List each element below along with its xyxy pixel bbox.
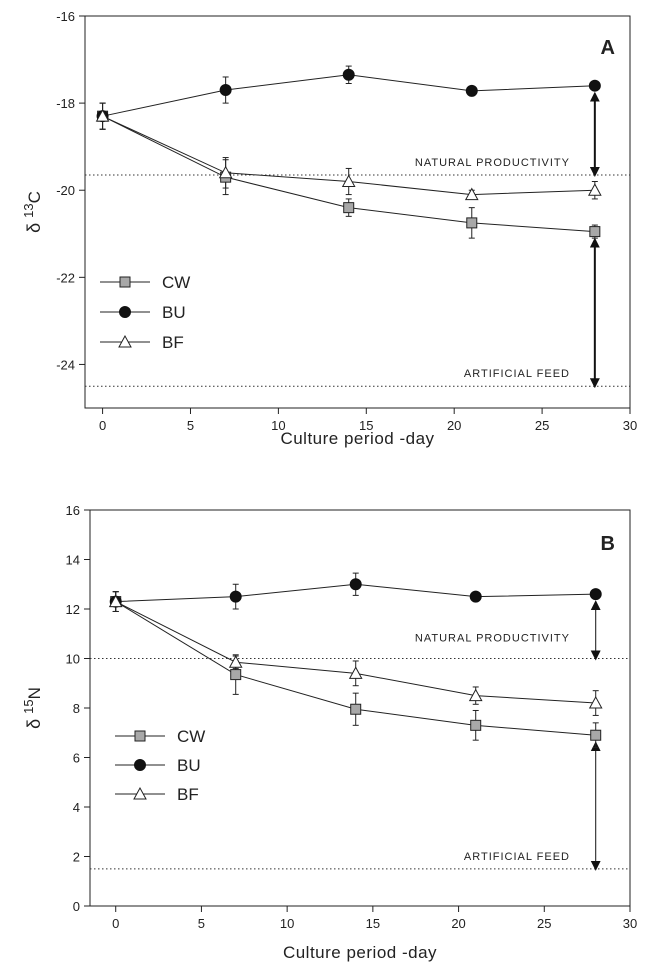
data-point-cw <box>590 729 602 741</box>
data-point-bu <box>219 84 232 97</box>
reference-line-label: ARTIFICIAL FEED <box>464 368 570 380</box>
legend-marker-bu <box>119 306 131 318</box>
plot-frame <box>84 15 631 409</box>
y-tick-label: -18 <box>56 96 75 111</box>
y-tick-label: 10 <box>66 652 80 667</box>
reference-line-label: NATURAL PRODUCTIVITY <box>415 157 570 169</box>
x-tick-label: 25 <box>537 916 551 931</box>
data-point-bf <box>468 688 483 702</box>
x-tick-label: 25 <box>535 418 549 433</box>
legend-marker-bf <box>118 334 132 348</box>
y-tick-label: 2 <box>73 850 80 865</box>
data-point-bf <box>341 174 356 188</box>
reference-line-label: NATURAL PRODUCTIVITY <box>415 633 570 645</box>
legend-label: BF <box>177 785 199 804</box>
data-point-bf <box>95 109 110 122</box>
legend-marker-cw <box>119 276 131 288</box>
legend-label: BU <box>162 303 186 322</box>
y-axis-label: δ 13C <box>21 191 44 233</box>
y-tick-label: -16 <box>56 9 75 24</box>
x-tick-label: 30 <box>623 916 637 931</box>
y-tick-label: 0 <box>73 899 80 914</box>
data-point-cw <box>350 703 362 715</box>
x-axis-label: Culture period -day <box>283 943 437 962</box>
y-tick-label: -22 <box>56 270 75 285</box>
data-point-bu <box>465 84 478 97</box>
data-point-bf <box>348 666 363 679</box>
x-tick-label: 10 <box>280 916 294 931</box>
data-point-bf <box>588 696 603 709</box>
x-tick-label: 5 <box>187 418 194 433</box>
data-point-bf <box>218 165 233 179</box>
legend-label: BU <box>177 756 201 775</box>
y-tick-label: -20 <box>56 183 75 198</box>
y-tick-label: -24 <box>56 357 75 372</box>
legend-marker-cw <box>134 730 146 742</box>
panel-label: B <box>601 533 615 555</box>
panel-label: A <box>601 37 615 59</box>
x-tick-label: 0 <box>99 418 106 433</box>
data-point-bu <box>588 79 601 92</box>
x-tick-label: 5 <box>198 916 205 931</box>
x-axis-label: Culture period -day <box>280 429 434 448</box>
series-line-bf <box>115 601 596 704</box>
data-point-cw <box>343 202 355 214</box>
y-tick-label: 6 <box>73 751 80 766</box>
panel-a: 0 5 10 15 20 25 30 -24 -22 -20 -18 -16 Culture perio… <box>21 9 637 448</box>
reference-line-label: ARTIFICIAL FEED <box>464 851 570 863</box>
data-point-cw <box>589 226 601 238</box>
data-point-bf <box>108 594 123 608</box>
legend-marker-bu <box>134 759 146 771</box>
data-point-cw <box>466 217 478 229</box>
x-tick-label: 10 <box>271 418 285 433</box>
y-tick-label: 12 <box>66 602 80 617</box>
x-tick-label: 15 <box>366 916 380 931</box>
data-point-bf <box>587 183 602 196</box>
data-point-bu <box>229 590 242 603</box>
data-point-bu <box>342 68 355 81</box>
legend-label: BF <box>162 333 184 352</box>
data-point-cw <box>230 669 242 681</box>
data-point-cw <box>470 719 482 731</box>
data-point-bf <box>464 187 479 201</box>
legend-label: CW <box>162 273 190 292</box>
legend-marker-bf <box>133 786 147 800</box>
legend-label: CW <box>177 727 205 746</box>
x-tick-label: 30 <box>623 418 637 433</box>
y-tick-label: 16 <box>66 503 80 518</box>
y-tick-label: 4 <box>73 800 80 815</box>
data-point-bf <box>228 655 243 668</box>
panel-b: 0 5 10 15 20 25 30 0 2 4 6 8 10 12 14 16 Culture period … <box>21 503 637 962</box>
data-point-bu <box>469 590 482 603</box>
x-tick-label: 15 <box>359 418 373 433</box>
y-tick-label: 8 <box>73 701 80 716</box>
x-tick-label: 0 <box>112 916 119 931</box>
data-point-bu <box>589 588 602 601</box>
x-tick-label: 20 <box>451 916 465 931</box>
data-point-bu <box>349 578 362 591</box>
x-tick-label: 20 <box>447 418 461 433</box>
y-tick-label: 14 <box>66 553 80 568</box>
y-axis-label: δ 15N <box>21 687 44 729</box>
